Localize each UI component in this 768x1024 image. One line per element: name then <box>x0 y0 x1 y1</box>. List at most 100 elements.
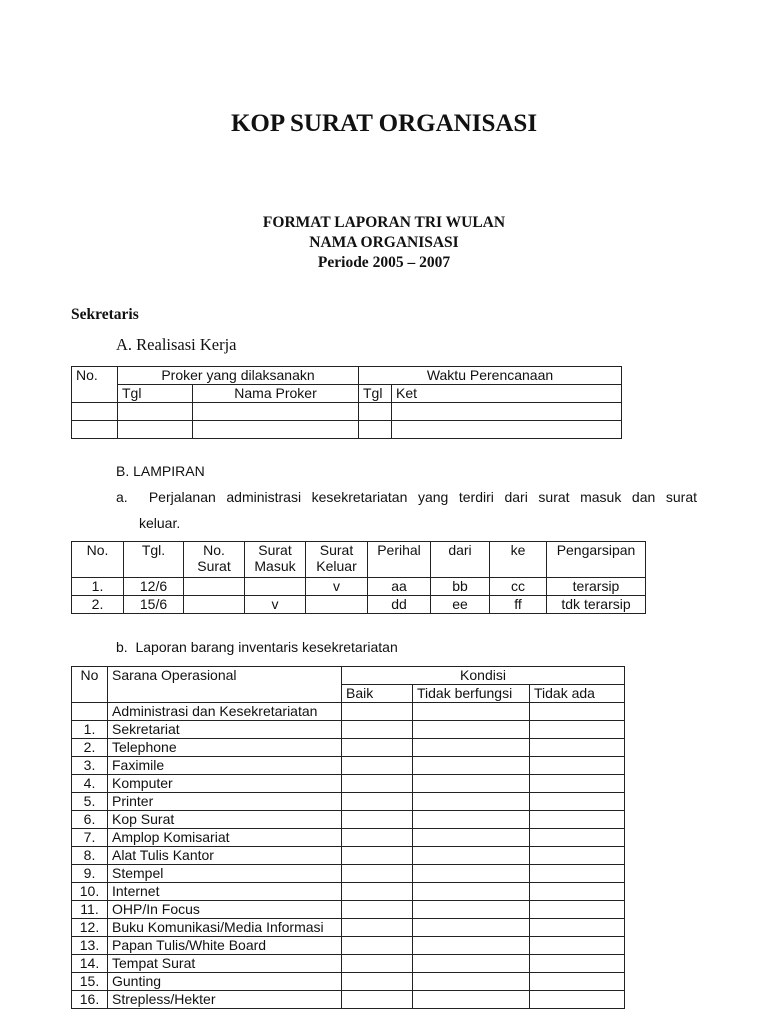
surat-table: No. Tgl. No. Surat Surat Masuk Surat Kel… <box>71 541 646 614</box>
table-row: 3. Faximile <box>71 756 626 775</box>
header-tidak-berfungsi: Tidak berfungsi <box>412 684 530 703</box>
kondisi-cell <box>341 792 413 811</box>
kondisi-cell <box>528 846 626 865</box>
cell: bb <box>430 577 490 596</box>
kondisi-cell <box>412 720 530 739</box>
item-name: Kop Surat <box>107 810 342 829</box>
header-nama-proker: Nama Proker <box>192 384 359 403</box>
kondisi-cell <box>412 810 530 829</box>
table-row: 11. OHP/In Focus <box>71 900 626 919</box>
cell: 12/6 <box>123 577 184 596</box>
item-name: Alat Tulis Kantor <box>107 846 342 865</box>
header-waktu: Waktu Perencanaan <box>358 366 622 385</box>
item-no: 9. <box>71 864 108 883</box>
item-name: Strepless/Hekter <box>107 990 342 1009</box>
cell: ee <box>430 595 490 614</box>
cell: 15/6 <box>123 595 184 614</box>
cell: tdk terarsip <box>546 595 646 614</box>
item-no: 7. <box>71 828 108 847</box>
item-name: Amplop Komisariat <box>107 828 342 847</box>
item-no: 10. <box>71 882 108 901</box>
lampiran-b-text: b. Laporan barang inventaris kesekretari… <box>116 639 398 655</box>
header-no: No. <box>71 366 118 403</box>
kondisi-cell <box>341 918 413 937</box>
kondisi-cell <box>412 738 530 757</box>
kondisi-cell <box>341 900 413 919</box>
header-sarana: Sarana Operasional <box>107 666 342 703</box>
kondisi-cell <box>528 828 626 847</box>
header-ket: Ket <box>391 384 622 403</box>
kondisi-cell <box>528 918 626 937</box>
item-no: 15. <box>71 972 108 991</box>
table-row: 10. Internet <box>71 882 626 901</box>
subtitle-line-3: Periode 2005 – 2007 <box>317 254 451 271</box>
item-no: 1. <box>71 720 108 739</box>
table-row: 1. Sekretariat <box>71 720 626 739</box>
cell <box>244 577 306 596</box>
kondisi-cell <box>528 756 626 775</box>
kondisi-cell <box>412 774 530 793</box>
cell: cc <box>489 577 547 596</box>
lampiran-heading: B. LAMPIRAN <box>116 463 205 479</box>
item-name: Printer <box>107 792 342 811</box>
table-row <box>71 402 622 421</box>
item-name: Tempat Surat <box>107 954 342 973</box>
kondisi-cell <box>528 936 626 955</box>
kondisi-cell <box>412 756 530 775</box>
header-ke: ke <box>489 541 547 578</box>
table-row: 15. Gunting <box>71 972 626 991</box>
item-no: 8. <box>71 846 108 865</box>
header-no-surat: No. Surat <box>183 541 245 578</box>
item-no: 4. <box>71 774 108 793</box>
table-row: 4. Komputer <box>71 774 626 793</box>
item-no: 16. <box>71 990 108 1009</box>
subtitle-line-2: NAMA ORGANISASI <box>309 234 459 251</box>
item-no: 12. <box>71 918 108 937</box>
cell: v <box>305 577 368 596</box>
kondisi-cell <box>341 810 413 829</box>
header-no: No. <box>71 541 124 578</box>
item-name: Sekretariat <box>107 720 342 739</box>
header-surat-keluar: Surat Keluar <box>305 541 368 578</box>
header-baik: Baik <box>341 684 413 703</box>
item-no: 14. <box>71 954 108 973</box>
kondisi-cell <box>341 990 413 1009</box>
kondisi-cell <box>528 720 626 739</box>
header-no: No <box>71 666 108 703</box>
table-row: 13. Papan Tulis/White Board <box>71 936 626 955</box>
item-no: 13. <box>71 936 108 955</box>
header-pengarsipan: Pengarsipan <box>546 541 646 578</box>
kondisi-cell <box>412 792 530 811</box>
table-row: 6. Kop Surat <box>71 810 626 829</box>
header-tgl: Tgl. <box>123 541 184 578</box>
table-row: 9. Stempel <box>71 864 626 883</box>
kondisi-cell <box>341 954 413 973</box>
lampiran-a-text: a. Perjalanan administrasi kesekretariat… <box>116 489 697 505</box>
header-tidak-ada: Tidak ada <box>528 684 626 703</box>
kondisi-cell <box>528 990 626 1009</box>
table-row: 5. Printer <box>71 792 626 811</box>
kondisi-cell <box>341 720 413 739</box>
kondisi-cell <box>528 738 626 757</box>
kondisi-cell <box>341 972 413 991</box>
group-row: Administrasi dan Kesekretariatan <box>71 702 626 721</box>
kondisi-cell <box>341 738 413 757</box>
kondisi-cell <box>412 918 530 937</box>
cell: 1. <box>71 577 124 596</box>
kondisi-cell <box>528 900 626 919</box>
header-tgl-2: Tgl <box>358 384 392 403</box>
kondisi-cell <box>412 882 530 901</box>
item-name: Gunting <box>107 972 342 991</box>
table-row: 2. Telephone <box>71 738 626 757</box>
kondisi-cell <box>412 828 530 847</box>
subtitle-line-1: FORMAT LAPORAN TRI WULAN <box>262 214 506 231</box>
kondisi-cell <box>528 954 626 973</box>
table-row: 14. Tempat Surat <box>71 954 626 973</box>
kondisi-cell <box>341 828 413 847</box>
kondisi-cell <box>528 882 626 901</box>
table-row: 16. Strepless/Hekter <box>71 990 626 1009</box>
header-perihal: Perihal <box>367 541 431 578</box>
cell: v <box>244 595 306 614</box>
cell: 2. <box>71 595 124 614</box>
kondisi-cell <box>528 972 626 991</box>
